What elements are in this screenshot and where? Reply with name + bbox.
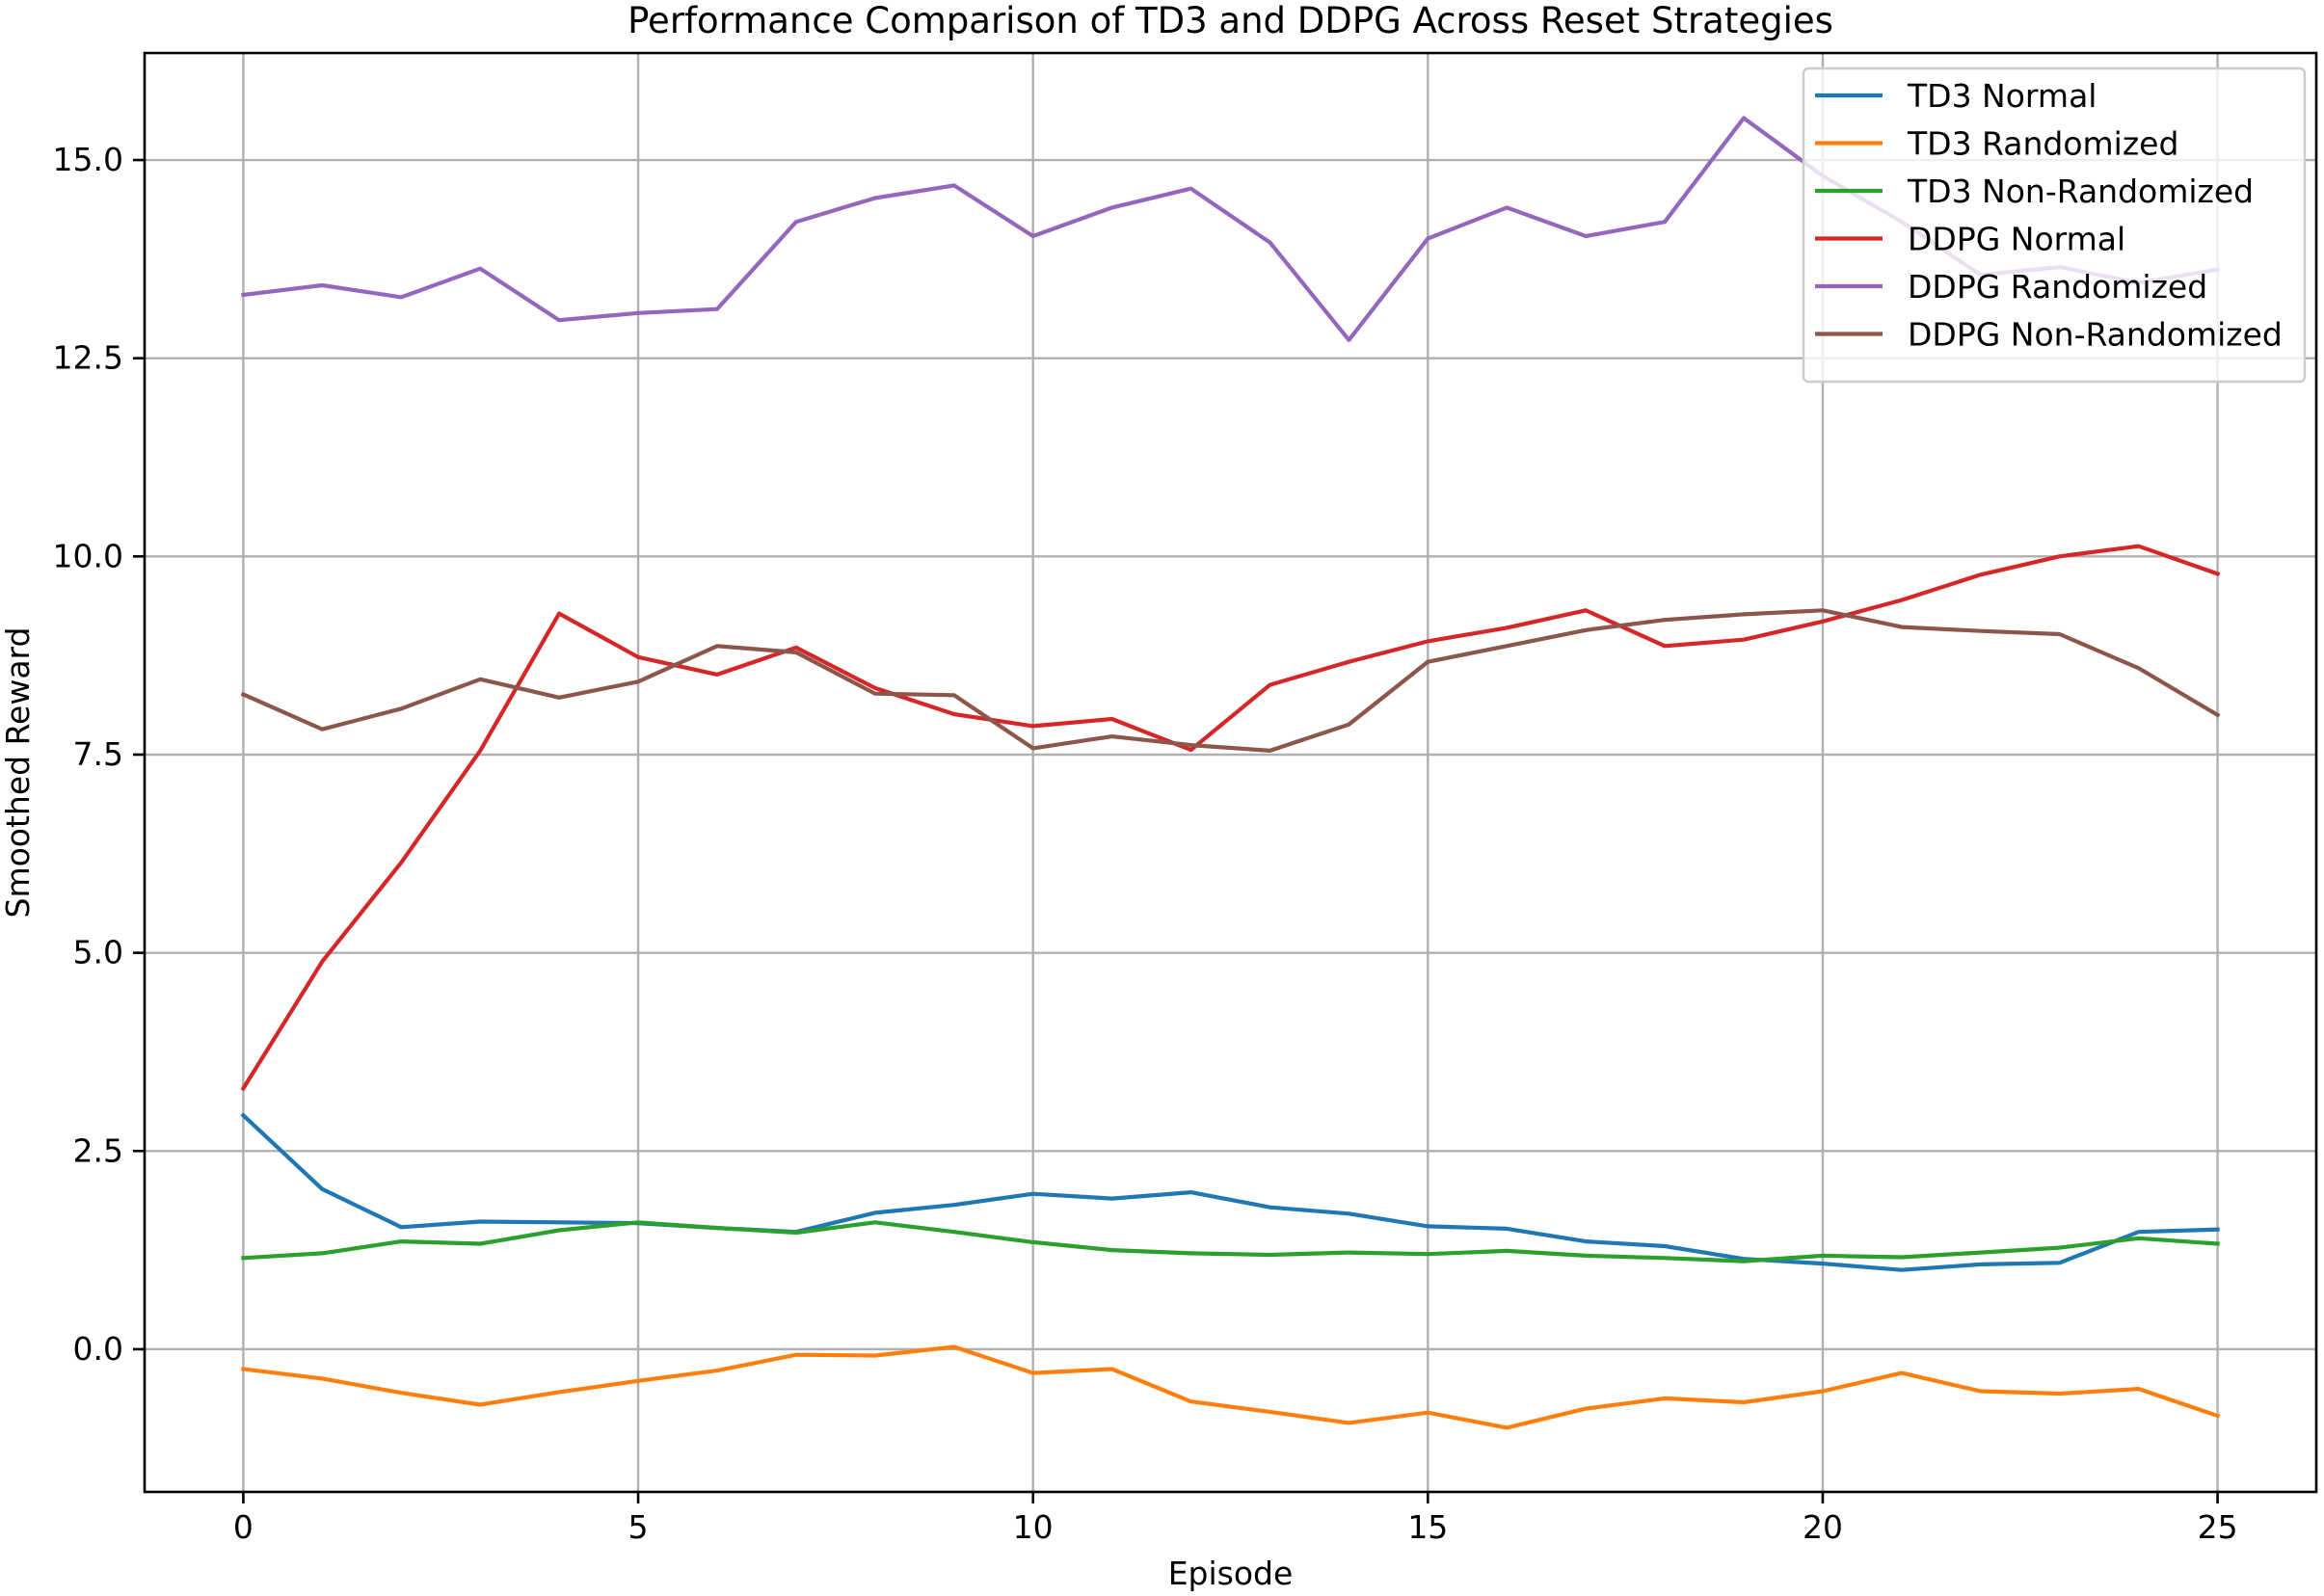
y-tick-label: 7.5 [73,735,123,773]
x-axis-ticks: 0 5 10 15 20 25 [233,1492,2238,1546]
x-tick-label: 20 [1803,1508,1843,1546]
y-axis-label: Smoothed Reward [0,627,37,918]
legend-label-td3-non-randomized: TD3 Non-Randomized [1907,173,2254,210]
x-axis-label: Episode [1168,1555,1294,1592]
y-tick-label: 12.5 [53,339,123,377]
legend-label-ddpg-randomized: DDPG Randomized [1908,268,2207,306]
series-line-ddpg-non-randomized [240,608,2221,754]
x-tick-label: 25 [2198,1508,2238,1546]
legend-label-ddpg-normal: DDPG Normal [1908,221,2125,258]
x-tick-label: 10 [1013,1508,1054,1546]
legend-label-td3-normal: TD3 Normal [1907,77,2097,115]
plot-frame [143,51,2318,1494]
y-axis-ticks: 0.0 2.5 5.0 7.5 10.0 12.5 15.0 [53,141,145,1368]
series-lines [240,116,2221,1430]
legend-box [1802,66,2307,384]
legend-label-ddpg-non-randomized: DDPG Non-Randomized [1908,316,2283,354]
series-line-td3-randomized [241,1344,2221,1430]
x-tick-label: 15 [1407,1508,1448,1546]
series-line-td3-non-randomized [241,1220,2220,1264]
x-tick-label: 5 [628,1508,649,1546]
y-tick-label: 0.0 [73,1330,123,1368]
series-line-ddpg-normal [240,544,2221,1092]
grid [145,53,2316,1492]
x-tick-label: 0 [233,1508,254,1546]
legend-label-td3-randomized: TD3 Randomized [1907,125,2178,163]
y-tick-label: 2.5 [73,1131,123,1169]
y-tick-label: 5.0 [73,934,123,971]
y-tick-label: 10.0 [53,537,123,574]
series-line-td3-normal [240,1112,2220,1272]
chart-title: Performance Comparison of TD3 and DDPG A… [628,0,1833,41]
legend: TD3 Normal TD3 Randomized TD3 Non-Randomiz… [1802,66,2307,384]
y-tick-label: 15.0 [53,141,123,178]
